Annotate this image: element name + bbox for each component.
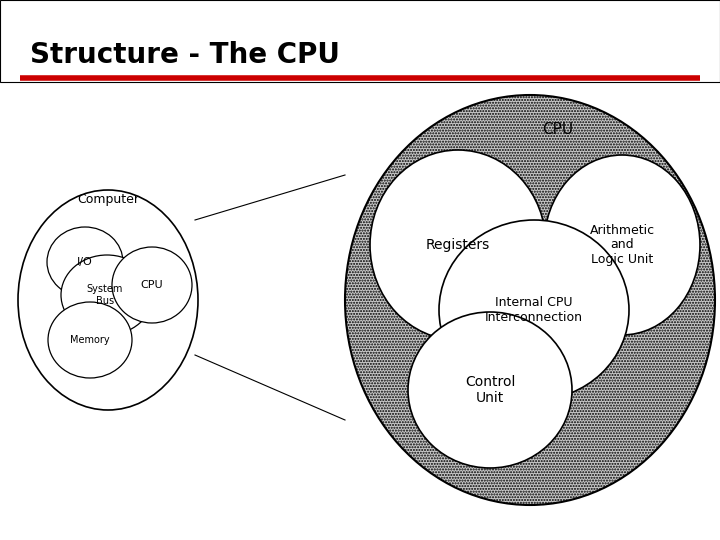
Text: Structure - The CPU: Structure - The CPU: [30, 41, 340, 69]
Ellipse shape: [408, 312, 572, 468]
Text: I/O: I/O: [77, 257, 93, 267]
Text: Arithmetic
and
Logic Unit: Arithmetic and Logic Unit: [590, 224, 654, 267]
Text: Internal CPU
Interconnection: Internal CPU Interconnection: [485, 296, 583, 324]
Ellipse shape: [345, 95, 715, 505]
Text: Control
Unit: Control Unit: [465, 375, 516, 405]
Ellipse shape: [48, 302, 132, 378]
Ellipse shape: [112, 247, 192, 323]
Text: Registers: Registers: [426, 238, 490, 252]
Ellipse shape: [439, 220, 629, 400]
Text: Computer: Computer: [77, 193, 139, 206]
Bar: [0, 0, 720, 82]
Text: CPU: CPU: [140, 280, 163, 290]
Ellipse shape: [544, 155, 700, 335]
Ellipse shape: [18, 190, 198, 410]
Ellipse shape: [61, 255, 153, 335]
Text: Memory: Memory: [70, 335, 110, 345]
Text: System
Bus: System Bus: [87, 284, 123, 306]
Ellipse shape: [370, 150, 546, 340]
Ellipse shape: [47, 227, 123, 297]
Text: CPU: CPU: [542, 123, 574, 138]
